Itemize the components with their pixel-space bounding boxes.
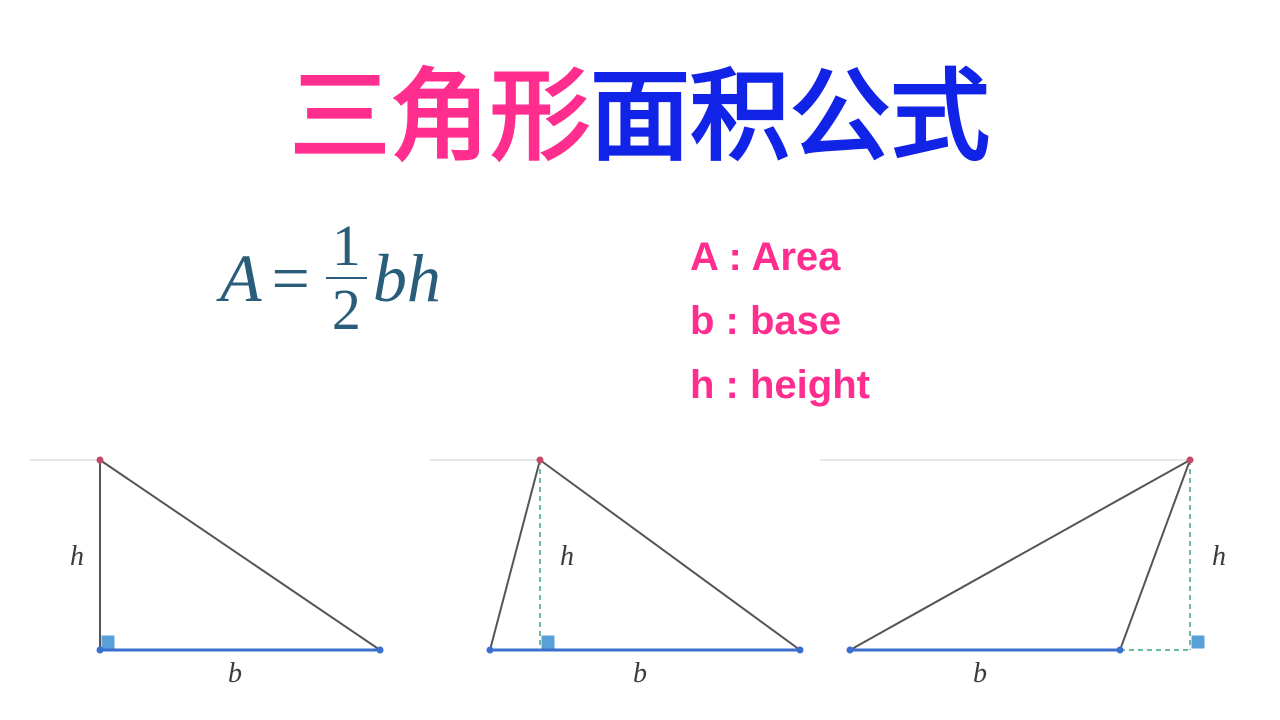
- base-label: b: [973, 658, 987, 689]
- slide-container: 三角形面积公式 A = 1 2 bh A : Area b : base h :…: [0, 0, 1280, 720]
- height-label: h: [560, 541, 574, 572]
- title-row: 三角形面积公式: [0, 35, 1280, 180]
- title-part-areaformula: 面积公式: [590, 61, 990, 173]
- legend-item-height: h : height: [690, 353, 870, 417]
- height-label: h: [70, 541, 84, 572]
- legend-item-base: b : base: [690, 289, 870, 353]
- legend: A : Area b : base h : height: [690, 225, 870, 417]
- formula-fraction: 1 2: [326, 215, 367, 341]
- formula-equals: =: [272, 239, 310, 318]
- triangle-diagram: h b h b h b: [0, 450, 1280, 710]
- base-label: b: [228, 658, 242, 689]
- height-label: h: [1212, 541, 1226, 572]
- formula-A: A: [220, 239, 262, 318]
- legend-item-area: A : Area: [690, 225, 870, 289]
- formula-numerator: 1: [326, 215, 367, 277]
- base-label: b: [633, 658, 647, 689]
- title-part-triangle: 三角形: [290, 61, 590, 173]
- formula-denominator: 2: [326, 279, 367, 341]
- formula-bh: bh: [373, 239, 441, 318]
- area-formula: A = 1 2 bh: [220, 215, 441, 341]
